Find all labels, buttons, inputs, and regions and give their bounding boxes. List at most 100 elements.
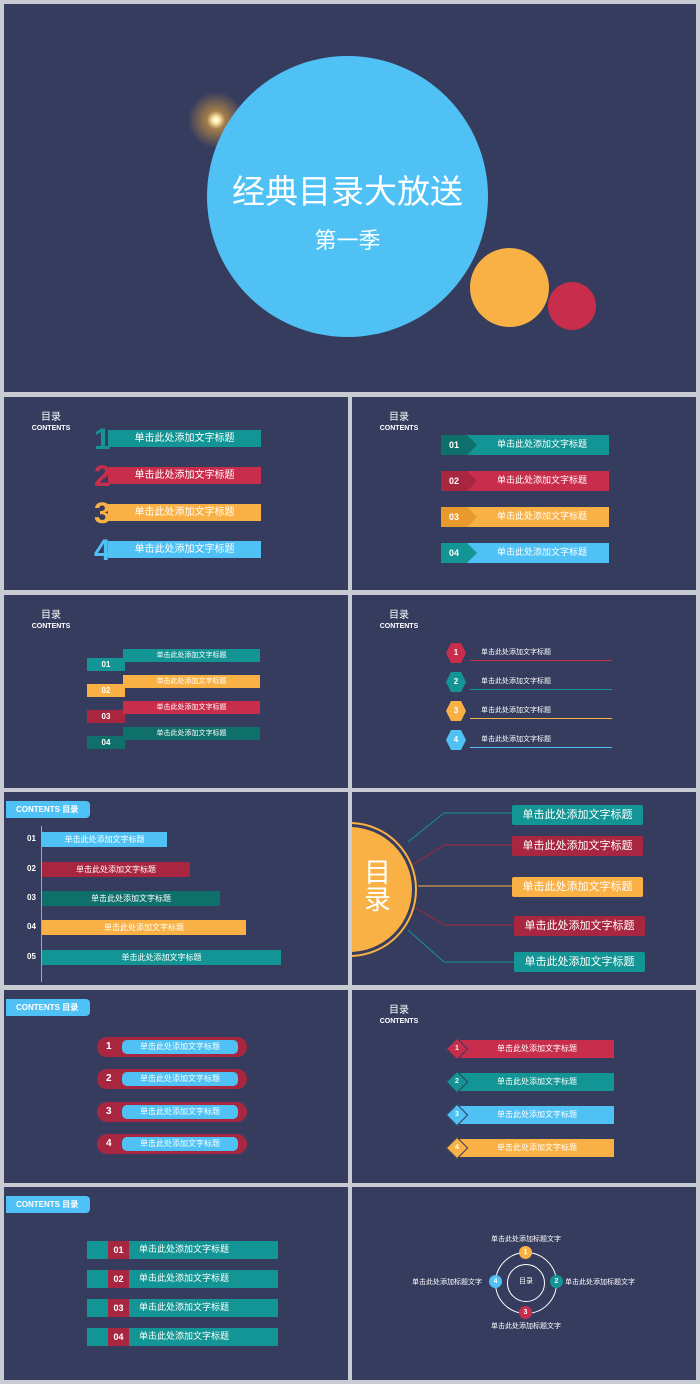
item-title: 单击此处添加文字标题 bbox=[460, 1073, 614, 1091]
toc-slide-2[interactable]: 目录 CONTENTS 01 单击此处添加文字标题 02 单击此处添加文字标题 … bbox=[352, 397, 696, 590]
list-item[interactable]: 03 单击此处添加文字标题 bbox=[87, 701, 262, 723]
item-title: 单击此处添加文字标题 bbox=[122, 1105, 238, 1119]
cover-orange-circle bbox=[470, 248, 549, 327]
list-item[interactable]: 单击此处添加文字标题 bbox=[512, 805, 643, 825]
list-item[interactable]: 01 单击此处添加文字标题 bbox=[441, 435, 609, 455]
list-item[interactable]: 02 单击此处添加文字标题 bbox=[441, 471, 609, 491]
item-title: 单击此处添加文字标题 bbox=[123, 649, 260, 662]
item-number: 03 bbox=[87, 710, 125, 723]
list-item[interactable]: 单击此处添加文字标题 bbox=[514, 952, 645, 972]
item-title: 单击此处添加文字标题 bbox=[481, 677, 551, 685]
list-item[interactable]: 单击此处添加文字标题 3 bbox=[445, 1103, 616, 1127]
cover-subtitle: 第一季 bbox=[314, 229, 381, 254]
list-item[interactable]: 单击此处添加文字标题 4 bbox=[445, 1136, 616, 1160]
item-title: 单击此处添加文字标题 bbox=[123, 727, 260, 740]
list-item[interactable]: 1 单击此处添加文字标题 bbox=[446, 643, 616, 663]
item-number: 02 bbox=[27, 864, 36, 873]
hexagon-icon: 3 bbox=[446, 701, 466, 721]
item-title: 单击此处添加文字标题 bbox=[481, 648, 551, 656]
item-number: 03 bbox=[108, 1299, 129, 1317]
list-item[interactable]: 2 单击此处添加文字标题 bbox=[446, 672, 616, 692]
divider-line bbox=[470, 718, 612, 719]
toc-slide-9[interactable]: CONTENTS 目录 01 单击此处添加文字标题 02 单击此处添加文字标题 … bbox=[4, 1187, 348, 1380]
list-item[interactable]: 2 单击此处添加文字标题 bbox=[94, 460, 264, 493]
list-item[interactable]: 4 单击此处添加文字标题 bbox=[94, 534, 264, 567]
list-item[interactable]: 02 单击此处添加文字标题 bbox=[87, 675, 262, 697]
item-number: 04 bbox=[108, 1328, 129, 1346]
item-number: 03 bbox=[27, 893, 36, 902]
orbit-node[interactable]: 2 bbox=[550, 1275, 563, 1288]
list-item[interactable]: 单击此处添加文字标题 bbox=[514, 916, 645, 936]
orbit-node[interactable]: 1 bbox=[519, 1246, 532, 1259]
slide-header: 目录 CONTENTS bbox=[31, 412, 71, 432]
list-item[interactable]: 单击此处添加文字标题 bbox=[42, 832, 167, 847]
list-item[interactable]: 01 单击此处添加文字标题 bbox=[87, 649, 262, 671]
toc-slide-7[interactable]: CONTENTS 目录 1 单击此处添加文字标题 2 单击此处添加文字标题 3 … bbox=[4, 990, 348, 1183]
slide-header: 目录 CONTENTS bbox=[379, 1005, 419, 1025]
hexagon-icon: 2 bbox=[446, 672, 466, 692]
toc-slide-8[interactable]: 目录 CONTENTS 单击此处添加文字标题 1 单击此处添加文字标题 2 单击… bbox=[352, 990, 696, 1183]
orbit-node[interactable]: 4 bbox=[489, 1275, 502, 1288]
list-item[interactable]: 单击此处添加文字标题 1 bbox=[445, 1037, 616, 1061]
list-item[interactable]: 03 单击此处添加文字标题 bbox=[441, 507, 609, 527]
list-item[interactable]: 单击此处添加文字标题 bbox=[42, 862, 190, 877]
list-item[interactable]: 03 单击此处添加文字标题 bbox=[87, 1299, 278, 1317]
list-item[interactable]: 单击此处添加文字标题 bbox=[512, 877, 643, 897]
item-number: 2 bbox=[455, 1078, 459, 1085]
item-number: 1 bbox=[106, 1041, 112, 1052]
item-title: 单击此处添加文字标题 bbox=[496, 476, 587, 486]
item-title: 单击此处添加文字标题 bbox=[481, 735, 551, 743]
item-number: 04 bbox=[87, 736, 125, 749]
list-item[interactable]: 1 单击此处添加文字标题 bbox=[94, 423, 264, 456]
list-item[interactable]: 04 单击此处添加文字标题 bbox=[441, 543, 609, 563]
list-item[interactable]: 04 单击此处添加文字标题 bbox=[87, 727, 262, 749]
item-title: 单击此处添加文字标题 bbox=[139, 1303, 230, 1313]
item-title: 单击此处添加文字标题 bbox=[481, 706, 551, 714]
item-number: 02 bbox=[441, 471, 467, 491]
list-item[interactable]: 01 单击此处添加文字标题 bbox=[87, 1241, 278, 1259]
list-item[interactable]: 单击此处添加文字标题 bbox=[512, 836, 643, 856]
toc-slide-1[interactable]: 目录 CONTENTS 1 单击此处添加文字标题 2 单击此处添加文字标题 3 … bbox=[4, 397, 348, 590]
toc-slide-10[interactable]: 目录 1 2 3 4 单击此处添加标题文字 单击此处添加标题文字 单击此处添加标… bbox=[352, 1187, 696, 1380]
list-item[interactable]: 单击此处添加文字标题 2 bbox=[445, 1070, 616, 1094]
item-number: 1 bbox=[94, 423, 111, 456]
toc-slide-3[interactable]: 目录 CONTENTS 01 单击此处添加文字标题 02 单击此处添加文字标题 … bbox=[4, 595, 348, 788]
item-title: 单击此处添加文字标题 bbox=[108, 504, 261, 521]
list-item[interactable]: 04 单击此处添加文字标题 bbox=[87, 1328, 278, 1346]
list-item[interactable]: 3 单击此处添加文字标题 bbox=[94, 497, 264, 530]
item-number: 3 bbox=[94, 497, 111, 530]
list-item[interactable]: 4 单击此处添加文字标题 bbox=[446, 730, 616, 750]
toc-slide-6[interactable]: 目录 单击此处添加文字标题 单击此处添加文字标题 单击此处添加文字标题 单击此处… bbox=[352, 792, 696, 985]
hexagon-icon: 1 bbox=[446, 643, 466, 663]
item-number: 3 bbox=[455, 1111, 459, 1118]
chevron-icon bbox=[467, 435, 477, 455]
list-item[interactable]: 单击此处添加文字标题 bbox=[42, 920, 246, 935]
list-item[interactable]: 单击此处添加文字标题 bbox=[42, 891, 220, 906]
toc-slide-5[interactable]: CONTENTS 目录 01 单击此处添加文字标题 02 单击此处添加文字标题 … bbox=[4, 792, 348, 985]
item-number: 02 bbox=[108, 1270, 129, 1288]
item-title: 单击此处添加文字标题 bbox=[496, 512, 587, 522]
toc-slide-4[interactable]: 目录 CONTENTS 1 单击此处添加文字标题 2 单击此处添加文字标题 3 … bbox=[352, 595, 696, 788]
item-number: 01 bbox=[108, 1241, 129, 1259]
slide-header: 目录 CONTENTS bbox=[31, 610, 71, 630]
orbit-node[interactable]: 3 bbox=[519, 1306, 532, 1319]
cover-slide[interactable]: 经典目录大放送 第一季 bbox=[4, 4, 696, 392]
list-item[interactable]: 02 单击此处添加文字标题 bbox=[87, 1270, 278, 1288]
list-item[interactable]: 1 单击此处添加文字标题 bbox=[97, 1037, 247, 1057]
connector-lines bbox=[407, 812, 514, 963]
list-item[interactable]: 单击此处添加文字标题 bbox=[42, 950, 281, 965]
list-item[interactable]: 4 单击此处添加文字标题 bbox=[97, 1134, 247, 1154]
item-number: 1 bbox=[455, 1045, 459, 1052]
item-number: 01 bbox=[441, 435, 467, 455]
item-title: 单击此处添加文字标题 bbox=[460, 1106, 614, 1124]
orbit-item-label: 单击此处添加标题文字 bbox=[491, 1322, 561, 1330]
chevron-icon bbox=[467, 471, 477, 491]
list-item[interactable]: 3 单击此处添加文字标题 bbox=[97, 1102, 247, 1122]
contents-tab: CONTENTS 目录 bbox=[6, 801, 90, 818]
orbit-item-label: 单击此处添加标题文字 bbox=[412, 1278, 482, 1286]
list-item[interactable]: 3 单击此处添加文字标题 bbox=[446, 701, 616, 721]
slide-header: 目录 CONTENTS bbox=[379, 412, 419, 432]
list-item[interactable]: 2 单击此处添加文字标题 bbox=[97, 1069, 247, 1089]
orbit-item-label: 单击此处添加标题文字 bbox=[491, 1235, 561, 1243]
contents-tab: CONTENTS 目录 bbox=[6, 1196, 90, 1213]
